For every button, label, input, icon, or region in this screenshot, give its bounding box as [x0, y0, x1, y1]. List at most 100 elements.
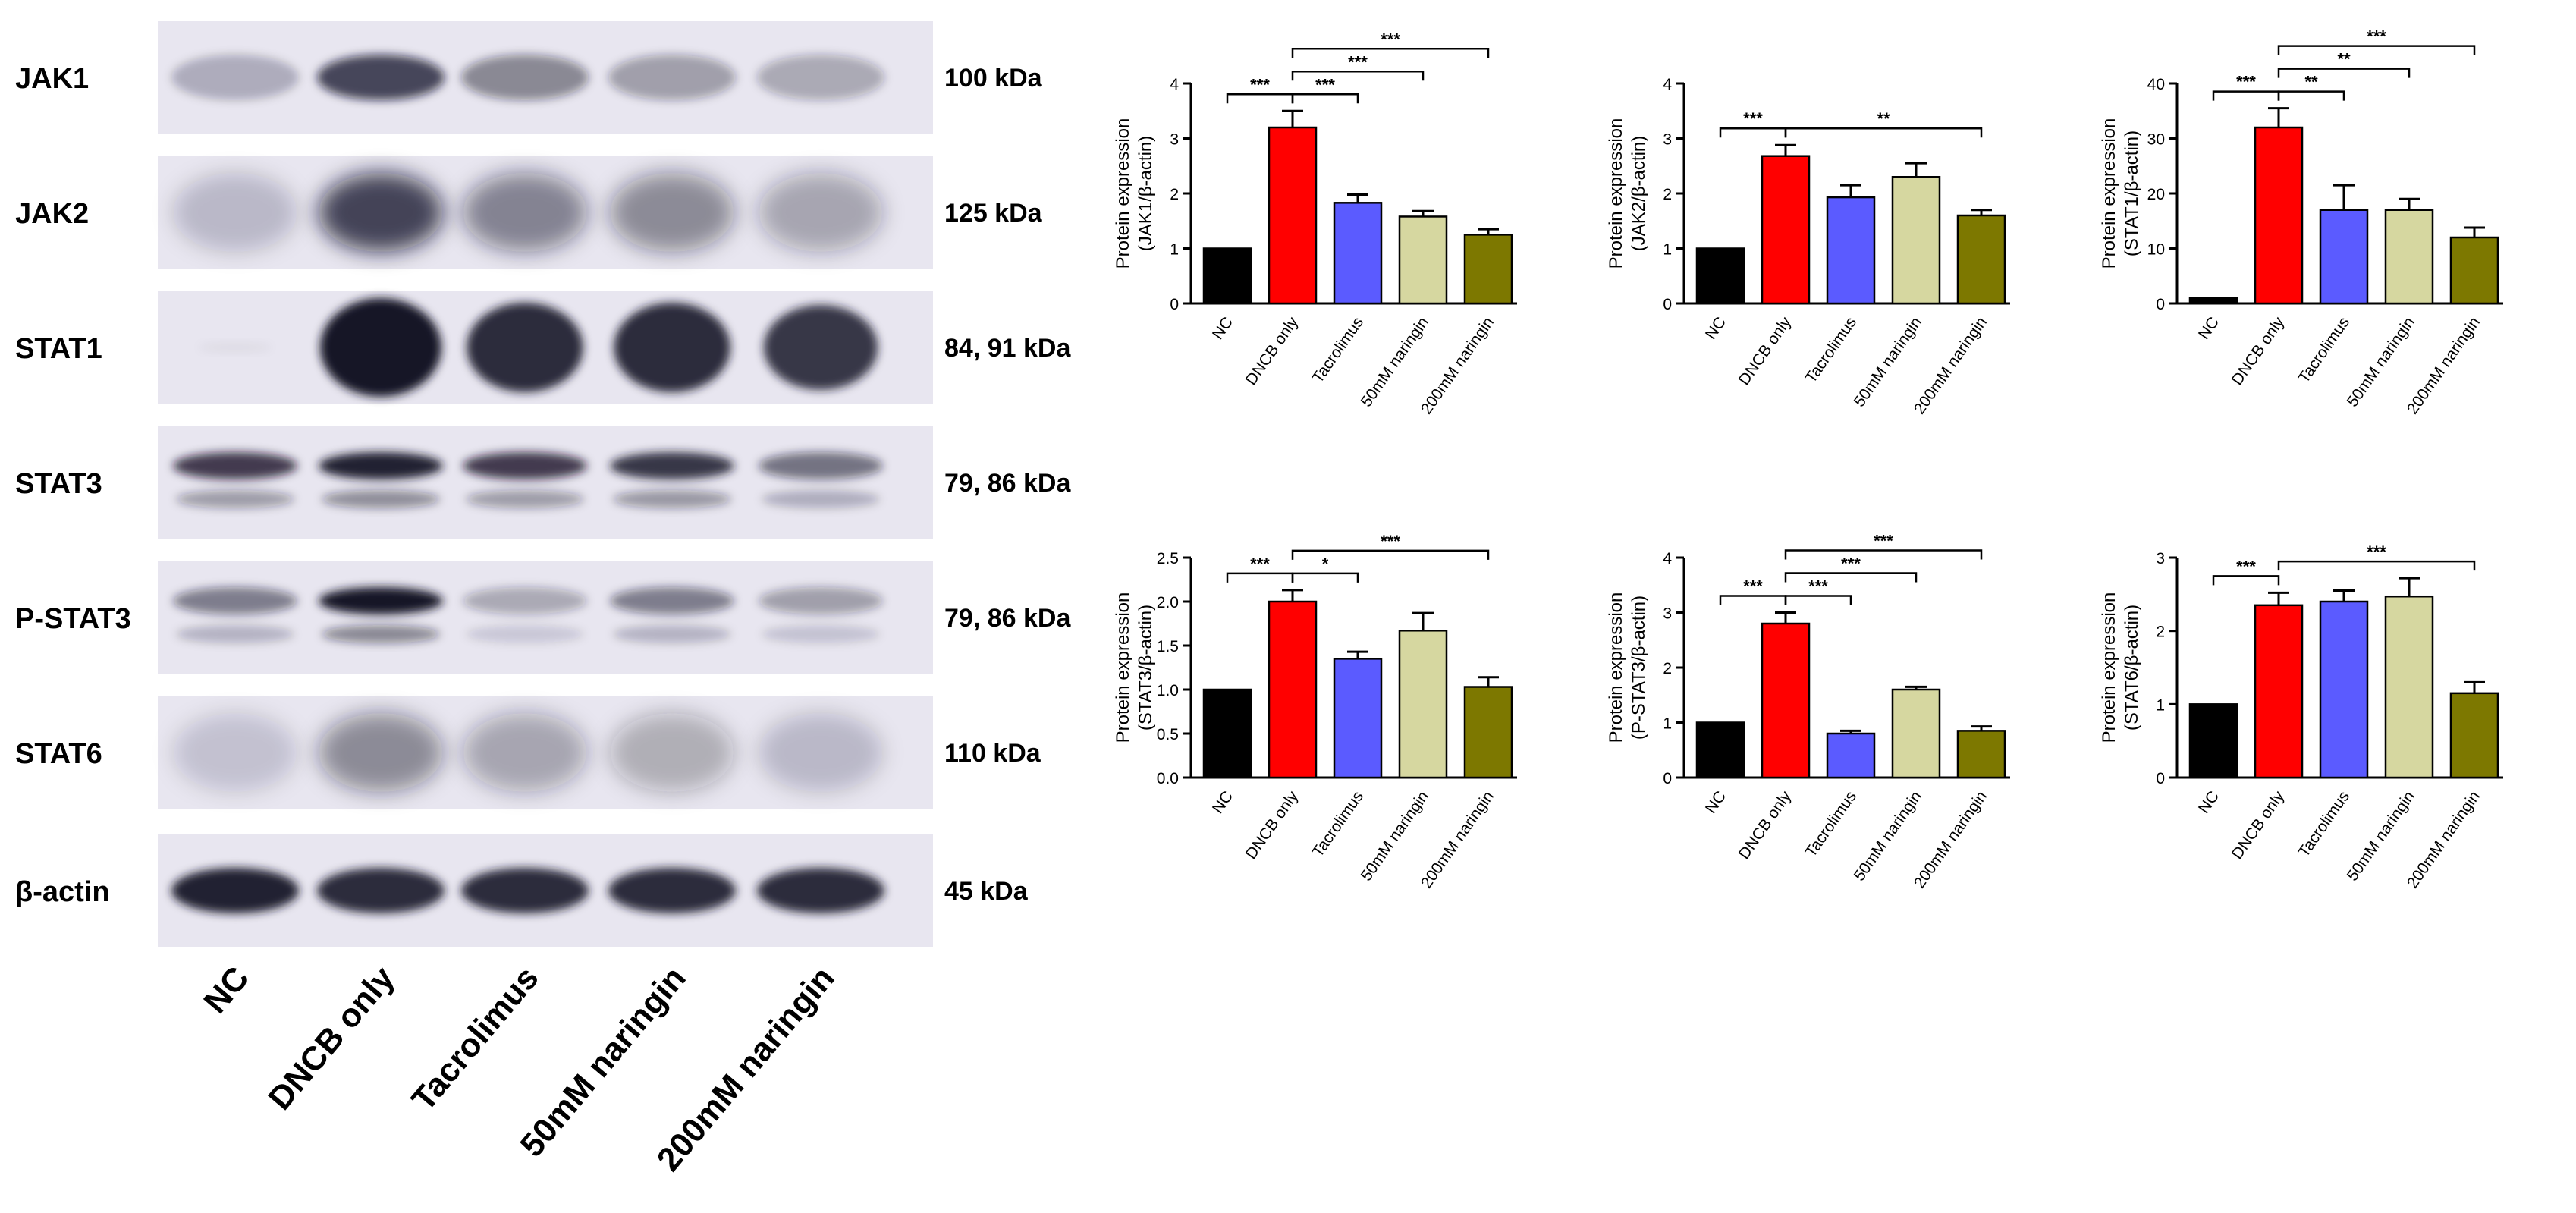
y-tick-label: 20 — [2147, 186, 2165, 203]
error-bar — [2464, 680, 2485, 693]
x-category-label: 50mM naringin — [1358, 788, 1433, 885]
significance-label: ** — [2304, 73, 2318, 92]
x-category-label: 50mM naringin — [1851, 788, 1926, 885]
significance-label: *** — [1381, 30, 1400, 49]
significance-label: *** — [1874, 532, 1893, 551]
significance-bracket: *** — [1291, 75, 1359, 104]
lane-label-tacrolimus: Tacrolimus — [404, 960, 545, 1118]
bar-dncb-only — [2254, 126, 2304, 305]
bar-nc — [1202, 247, 1252, 305]
x-category-label: DNCB only — [1242, 787, 1302, 863]
x-category-label: Tacrolimus — [2295, 788, 2353, 860]
y-tick-label: 1.5 — [1157, 638, 1179, 655]
y-tick-label: 0.0 — [1157, 770, 1179, 787]
x-category-label: 200mM naringin — [1911, 788, 1990, 892]
y-tick-label: 2.0 — [1157, 594, 1179, 611]
significance-label: *** — [1743, 577, 1763, 596]
x-category-label: DNCB only — [2229, 313, 2289, 388]
blot-band — [463, 452, 587, 508]
x-category-label: NC — [1702, 314, 1729, 343]
blot-band — [317, 868, 445, 913]
bar-200mm-naringin — [1956, 730, 2006, 779]
error-bar — [1971, 209, 1992, 215]
y-axis-label-ratio: (STAT6/β-actin) — [2122, 605, 2142, 731]
protein-label: STAT6 — [15, 738, 102, 770]
error-bar — [1905, 685, 1927, 690]
y-tick-label: 4 — [1663, 76, 1672, 93]
significance-label: ** — [1877, 109, 1890, 128]
significance-bracket: *** — [1784, 555, 1918, 583]
blot-band — [171, 868, 299, 913]
significance-label: *** — [1841, 555, 1861, 574]
y-tick-label: 1 — [1663, 715, 1672, 733]
blot-band — [759, 452, 883, 508]
y-tick-label: 3 — [2156, 550, 2165, 567]
blot-band — [319, 173, 443, 252]
significance-label: *** — [2236, 73, 2256, 92]
blot-row-beta-actin: β-actin 45 kDa — [15, 834, 1029, 947]
x-category-label: NC — [1209, 788, 1236, 817]
y-axis-label-ratio: (JAK2/β-actin) — [1629, 136, 1649, 252]
error-bar — [1905, 162, 1927, 178]
blot-row-stat1: STAT1 84, 91 kDa — [15, 291, 1071, 404]
y-tick-label: 1 — [2156, 696, 2165, 714]
error-bar — [1282, 109, 1303, 127]
error-bar — [1347, 193, 1368, 203]
blot-band — [759, 713, 883, 792]
blot-band — [461, 55, 589, 100]
significance-label: *** — [1808, 577, 1828, 596]
y-axis-label: Protein expression — [2099, 118, 2119, 269]
x-category-label: Tacrolimus — [1309, 788, 1367, 860]
x-category-label: 200mM naringin — [1418, 314, 1497, 418]
blot-row-stat3: STAT3 79, 86 kDa — [15, 426, 1071, 539]
blot-row-jak1: JAK1 100 kDa — [15, 21, 1043, 134]
blot-band — [757, 55, 884, 100]
significance-bracket: ** — [1784, 109, 1983, 138]
significance-bracket: *** — [1291, 30, 1490, 58]
x-category-label: DNCB only — [1242, 313, 1302, 388]
error-bar — [1478, 228, 1499, 235]
significance-label: *** — [2367, 27, 2386, 46]
error-bar — [2399, 577, 2420, 597]
y-axis-label: Protein expression — [1606, 592, 1626, 743]
error-bar — [1412, 209, 1434, 217]
x-category-label: 200mM naringin — [2404, 314, 2483, 418]
significance-label: * — [1322, 555, 1329, 574]
significance-bracket: ** — [2277, 50, 2411, 78]
y-axis-label-ratio: (STAT3/β-actin) — [1136, 605, 1156, 731]
significance-bracket: *** — [2212, 557, 2280, 586]
bar-nc — [1695, 247, 1745, 305]
x-category-label: Tacrolimus — [1802, 314, 1860, 386]
bar-tacrolimus — [2319, 600, 2369, 779]
bar-50mm-naringin — [1891, 176, 1941, 305]
bar-dncb-only — [1268, 600, 1318, 779]
error-bar — [2464, 226, 2485, 237]
x-category-label: NC — [1702, 788, 1729, 817]
protein-label: JAK1 — [15, 63, 89, 95]
molecular-weight-label: 84, 91 kDa — [944, 334, 1071, 363]
bar-dncb-only — [2254, 604, 2304, 779]
x-category-label: NC — [1209, 314, 1236, 343]
significance-bracket: *** — [2277, 27, 2476, 55]
error-bar — [1282, 589, 1303, 602]
bar-dncb-only — [1268, 126, 1318, 305]
y-tick-label: 4 — [1663, 550, 1672, 567]
x-category-label: 50mM naringin — [1358, 314, 1433, 410]
bar-50mm-naringin — [1891, 688, 1941, 779]
significance-label: *** — [2236, 557, 2256, 576]
blot-band — [467, 303, 583, 392]
significance-label: *** — [1250, 555, 1270, 574]
error-bar — [1971, 725, 1992, 731]
y-tick-label: 3 — [1170, 131, 1179, 149]
y-tick-label: 10 — [2147, 241, 2165, 259]
lane-label-nc: NC — [196, 960, 256, 1020]
blot-band — [463, 173, 587, 252]
error-bar — [2268, 107, 2289, 127]
blot-row-stat6: STAT6 110 kDa — [15, 696, 1041, 809]
x-category-label: DNCB only — [1736, 787, 1795, 863]
y-axis-label: Protein expression — [1113, 592, 1133, 743]
error-bar — [2399, 197, 2420, 210]
significance-label: *** — [1315, 75, 1335, 94]
significance-label: *** — [1348, 52, 1368, 71]
